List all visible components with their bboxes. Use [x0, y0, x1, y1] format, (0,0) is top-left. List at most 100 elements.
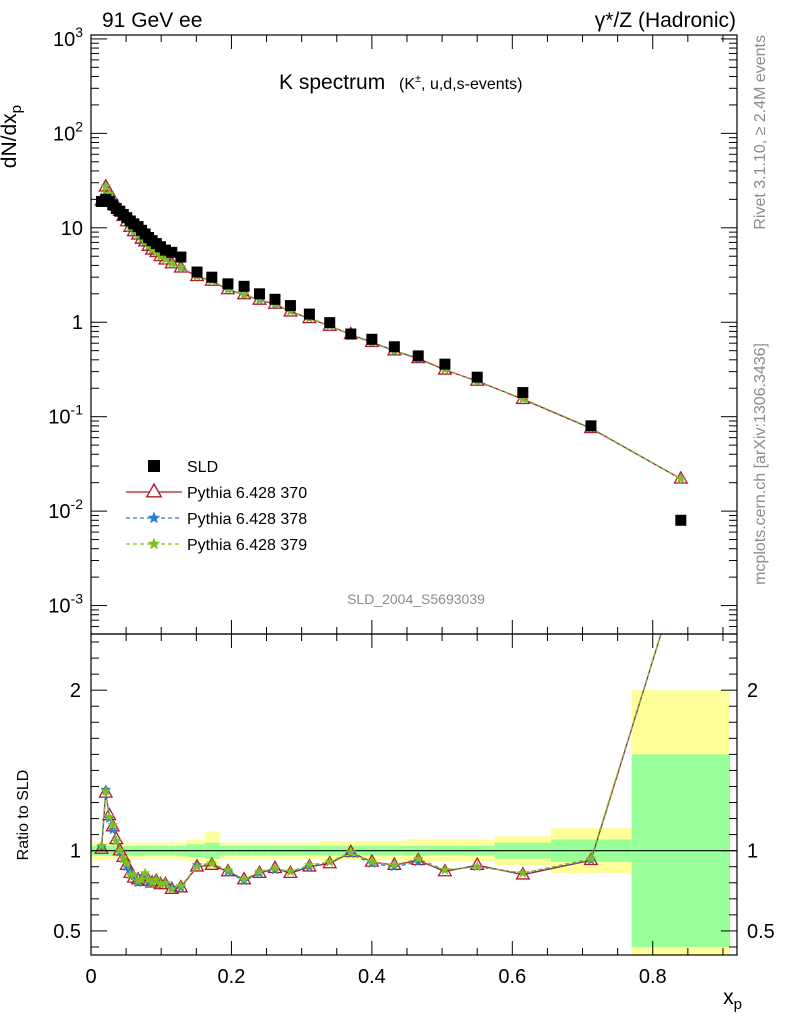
ratio-pythia-370-point [283, 864, 298, 878]
ratio-pythia-379-point [110, 835, 122, 846]
sld-data-point [345, 328, 357, 340]
ratio-pythia-379-point [139, 867, 151, 878]
ratio-pythia-379-point [471, 861, 483, 872]
ratio-pythia-378-point [107, 824, 119, 835]
ratio-pythia-379-point [191, 861, 203, 872]
ratio-tick-label: 0.5 [53, 921, 81, 943]
ratio-frame [90, 633, 738, 956]
ratio-pythia-370-point [108, 831, 124, 845]
header-right-label: γ*/Z (Hadronic) [595, 9, 736, 32]
legend-entry: Pythia 6.428 370 [187, 485, 307, 502]
sld-data-point [175, 251, 187, 263]
sld-data-point [366, 333, 378, 345]
legend-marker [147, 537, 161, 550]
ratio-pythia-379-point [517, 867, 529, 878]
ratio-pythia-379-point [160, 877, 171, 888]
pythia-379-point [100, 180, 112, 192]
y-axis-label: dN/dxp [0, 105, 25, 168]
ratio-pythia-370-point [115, 848, 131, 862]
legend-marker [147, 511, 161, 524]
ratio-axis-label: Ratio to SLD [15, 770, 32, 861]
ratio-pythia-379-point [303, 859, 315, 870]
legend-entry: Pythia 6.428 379 [187, 537, 307, 554]
pythia-379-line [100, 184, 682, 480]
ratio-pythia-370-point [94, 840, 109, 854]
ratio-pythia-379-point [388, 859, 400, 870]
header-left-label: 91 GeV ee [102, 9, 202, 32]
ratio-pythia-379-point [439, 864, 451, 875]
sld-data-point [254, 288, 266, 300]
ratio-pythia-379-point [284, 865, 296, 877]
chart-subtitle: (K±, u,d,s-events) [399, 73, 522, 93]
sld-data-point [675, 514, 687, 526]
x-tick-label: 0 [85, 966, 96, 988]
ratio-pythia-370-point [675, 563, 688, 574]
sld-data-point [585, 420, 597, 432]
pythia-379-point [166, 257, 178, 269]
pythia-379-point [238, 288, 250, 300]
rivet-label: Rivet 3.1.10, ≥ 2.4M events [752, 35, 769, 230]
pythia-379-point [175, 261, 187, 272]
ratio-pythia-379-point [175, 880, 187, 891]
x-axis-label: xp [723, 986, 742, 1013]
x-tick-label: 0.6 [498, 966, 526, 988]
sld-data-point [517, 387, 529, 399]
y-tick-label: 10-3 [48, 591, 83, 618]
ratio-tick-label: 2 [70, 680, 81, 702]
ratio-pythia-379-point [117, 852, 129, 864]
ratio-pythia-379-point [103, 811, 115, 822]
analysis-id-label: SLD_2004_S5693039 [347, 591, 485, 607]
x-tick-label: 0.2 [218, 966, 246, 988]
ratio-pythia-379-point [676, 565, 686, 574]
ratio-pythia-379-point [121, 857, 133, 869]
ratio-pythia-379-point [114, 844, 126, 856]
ratio-pythia-379-point [222, 864, 234, 875]
sld-data-point [238, 280, 250, 292]
y-tick-label: 1 [72, 312, 83, 334]
sld-data-point [206, 271, 218, 283]
ratio-pythia-378-point [676, 565, 686, 574]
axes: 0 0.2 0.4 0.6 0.8 10-3 10-2 10-1 1 10 102 103 0.5 0.5… [48, 24, 775, 988]
ratio-pythia-370-point [119, 856, 135, 870]
x-tick-label: 0.4 [358, 966, 386, 988]
ratio-pythia-379-point [107, 819, 119, 830]
sld-data-point [412, 350, 424, 362]
sld-data-point [324, 317, 336, 329]
ratio-pythia-370-point [469, 856, 485, 870]
pythia-370-line [100, 185, 682, 480]
main-plot-area [94, 178, 689, 526]
ratio-pythia-379-point [166, 883, 178, 894]
ratio-pythia-379-point [254, 865, 265, 877]
sld-data-point [284, 300, 296, 312]
sld-data-point [471, 371, 483, 383]
legend-entry: Pythia 6.428 378 [187, 511, 307, 528]
y-tick-label: 10-2 [48, 496, 83, 523]
ratio-pythia-379-point [366, 856, 378, 867]
sld-data-point [303, 308, 315, 320]
ratio-pythia-379-point [345, 846, 357, 857]
ratio-tick-label-right: 1 [747, 841, 758, 863]
ratio-pythia-379-point [128, 869, 140, 880]
ratio-pythia-379-point [324, 856, 336, 867]
y-tick-label: 103 [53, 24, 83, 51]
sld-data-point [191, 266, 203, 278]
ratio-tick-label-right: 2 [747, 680, 758, 702]
pythia-378-line [100, 184, 682, 480]
ratio-tick-label-right: 0.5 [747, 921, 775, 943]
legend-marker-sld [148, 460, 160, 472]
ratio-pythia-378-point [121, 861, 133, 872]
ratio-pythia-379-point [100, 785, 112, 796]
y-tick-label: 10 [61, 218, 83, 240]
mcplots-label: mcplots.cern.ch [arXiv:1306.3436] [752, 343, 769, 585]
ratio-pythia-379-point [150, 873, 162, 885]
legend: SLD Pythia 6.428 370 Pythia 6.428 378 Pythi… [126, 459, 307, 554]
sld-data-point [222, 278, 234, 290]
sld-data-point [269, 293, 281, 305]
x-tick-label: 0.8 [639, 966, 667, 988]
ratio-pythia-379-point [206, 857, 218, 869]
sld-data-point [388, 341, 400, 353]
y-tick-label: 10-1 [48, 402, 83, 429]
ratio-pythia-379-point [585, 852, 597, 864]
